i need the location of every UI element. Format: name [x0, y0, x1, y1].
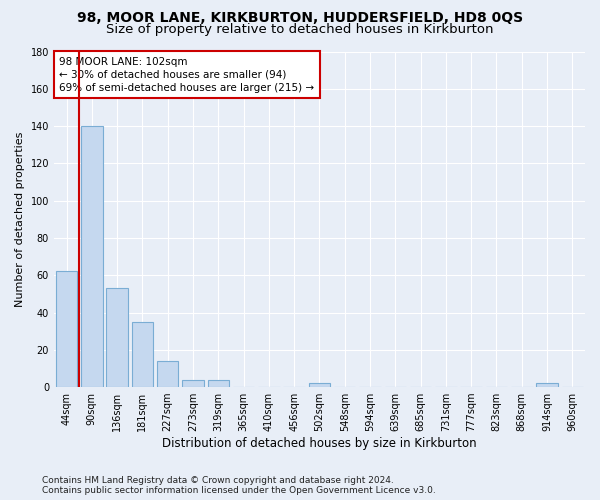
Bar: [182, 380, 204, 387]
Bar: [81, 126, 103, 387]
Text: Contains HM Land Registry data © Crown copyright and database right 2024.
Contai: Contains HM Land Registry data © Crown c…: [42, 476, 436, 495]
Bar: [208, 380, 229, 387]
Text: 98, MOOR LANE, KIRKBURTON, HUDDERSFIELD, HD8 0QS: 98, MOOR LANE, KIRKBURTON, HUDDERSFIELD,…: [77, 11, 523, 25]
Bar: [106, 288, 128, 387]
Bar: [56, 272, 77, 387]
Text: Size of property relative to detached houses in Kirkburton: Size of property relative to detached ho…: [106, 22, 494, 36]
Bar: [309, 384, 330, 387]
Bar: [157, 361, 178, 387]
Y-axis label: Number of detached properties: Number of detached properties: [15, 132, 25, 307]
Bar: [131, 322, 153, 387]
Bar: [536, 384, 558, 387]
Text: 98 MOOR LANE: 102sqm
← 30% of detached houses are smaller (94)
69% of semi-detac: 98 MOOR LANE: 102sqm ← 30% of detached h…: [59, 56, 314, 93]
X-axis label: Distribution of detached houses by size in Kirkburton: Distribution of detached houses by size …: [162, 437, 477, 450]
